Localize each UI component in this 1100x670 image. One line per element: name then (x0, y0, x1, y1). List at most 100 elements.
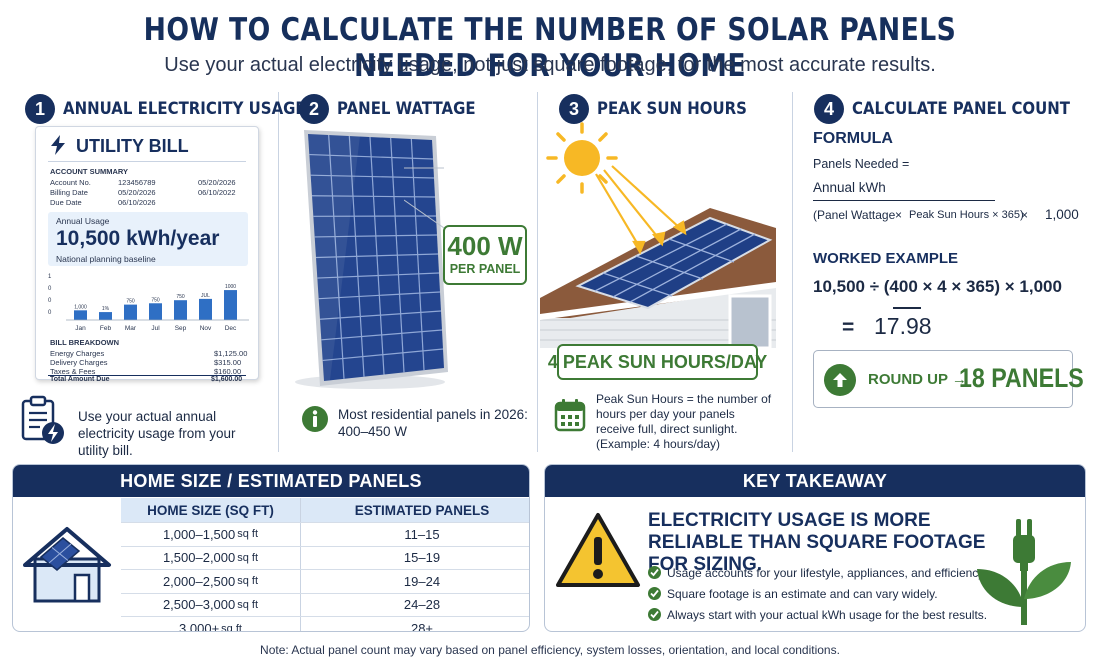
bar-data-label: 1,000 (74, 304, 87, 310)
divider (537, 92, 538, 452)
takeaway-list: Usage accounts for your lifestyle, appli… (648, 562, 987, 625)
roof-solar-illustration (540, 122, 776, 348)
watt-pointer-lines (404, 167, 444, 229)
usage-bar-chart: 10001,000Jan1%Feb750Mar750Jul750SepJULNo… (48, 274, 249, 332)
panel-cell-line (314, 234, 438, 238)
divider (792, 92, 793, 452)
usage-bar (124, 304, 137, 320)
breakdown-label: Delivery Charges (50, 358, 108, 367)
month-label: Mar (125, 325, 137, 332)
month-label: Nov (200, 325, 212, 332)
worked-expression: 10,500 ÷ (400 × 4 × 365) × 1,000 (813, 277, 1062, 296)
bill-row-value: 06/10/2026 (118, 198, 156, 207)
check-icon (648, 608, 661, 621)
step-number: 4 (814, 94, 844, 124)
panel-count-value: 18 PANELS (959, 363, 1084, 393)
y-tick-label: 0 (48, 310, 52, 316)
usage-bar (174, 300, 187, 320)
sun-icon (546, 122, 618, 194)
month-label: Sep (175, 325, 187, 332)
month-label: Jul (151, 325, 160, 332)
formula-denominator: (Panel Wattage (813, 208, 896, 222)
unit-cell: sq ft (237, 598, 259, 611)
plug-plant-icon (977, 519, 1071, 625)
table-row: 1,000–1,500 sq ft 11–15 (121, 523, 529, 547)
usage-bar (99, 312, 112, 320)
page-subtitle: Use your actual electricity usage, not j… (164, 54, 936, 76)
formula-numerator: Annual kWh (813, 180, 886, 195)
lightning-bolt-icon (51, 135, 65, 155)
bill-row-label: Account No. (50, 178, 91, 187)
panel-wattage-badge: 400 W PER PANEL (443, 225, 527, 285)
bill-row-value: 05/20/2026 (118, 188, 156, 197)
wattage-value: 400 W (447, 231, 523, 261)
home-size-cell: 1,000–1,500 (162, 526, 236, 542)
usage-bar (74, 310, 87, 320)
home-size-panel: HOME SIZE / ESTIMATED PANELS HOME SIZE (… (12, 464, 530, 632)
step-3-column: 3 PEAK SUN HOURS (556, 86, 786, 456)
step-1-header: 1 ANNUAL ELECTRICITY USAGE (25, 94, 339, 124)
panel-cell-line (318, 291, 441, 300)
unit-cell: sq ft (221, 622, 242, 632)
list-item: Always start with your actual kWh usage … (648, 604, 987, 625)
panels-cell: 24–28 (403, 597, 441, 613)
breakdown-value: $315.00 (214, 358, 242, 367)
column-header: HOME SIZE (SQ FT) (121, 498, 301, 522)
home-size-cell: 2,500–3,000 (162, 597, 236, 613)
breakdown-value: $1,125.00 (214, 349, 248, 358)
step-number: 2 (299, 94, 329, 124)
step-3-header: 3 PEAK SUN HOURS (559, 94, 767, 124)
bill-breakdown-label: BILL BREAKDOWN (50, 338, 120, 347)
panel-cell-line (317, 272, 440, 279)
clipboard-bolt-icon (21, 395, 64, 444)
panels-cell: 28+ (410, 621, 434, 632)
divider (278, 92, 279, 452)
formula-label: FORMULA (813, 130, 893, 147)
panel-title: HOME SIZE / ESTIMATED PANELS (13, 465, 529, 497)
account-summary-label: ACCOUNT SUMMARY (50, 167, 129, 176)
panels-cell: 15–19 (403, 550, 441, 566)
list-item: Usage accounts for your lifestyle, appli… (648, 562, 987, 583)
panel-title: KEY TAKEAWAY (545, 465, 1085, 497)
month-label: Dec (225, 325, 237, 332)
bill-row-date: 05/20/2026 (198, 178, 236, 187)
bar-data-label: 1000 (225, 284, 236, 290)
panels-needed-label: Panels Needed = (813, 157, 910, 171)
result-overbar (893, 307, 921, 309)
list-item-text: Usage accounts for your lifestyle, appli… (667, 565, 987, 580)
y-tick-label: 0 (48, 286, 52, 292)
divider (48, 375, 246, 376)
formula-times: × (1021, 208, 1029, 222)
panels-cell: 11–15 (404, 526, 440, 542)
bar-data-label: 750 (126, 299, 135, 305)
usage-instruction: Use your actual annual electricity usage… (78, 409, 236, 458)
unit-cell: sq ft (237, 551, 259, 564)
key-takeaway-panel: KEY TAKEAWAY ELECTRICITY USAGE IS MORE R… (544, 464, 1086, 632)
unit-cell: sq ft (237, 528, 259, 541)
step-2-column: 2 PANEL WATTAGE (296, 86, 531, 456)
wattage-unit: PER PANEL (449, 262, 521, 276)
panel-cell-line (309, 153, 434, 160)
worked-example-label: WORKED EXAMPLE (813, 250, 959, 267)
list-item-text: Square footage is an estimate and can va… (667, 586, 938, 601)
total-label: Total Amount Due (50, 376, 110, 383)
y-tick-label: 0 (48, 298, 52, 304)
y-tick-label: 1 (48, 274, 52, 280)
utility-bill: UTILITY BILL ACCOUNT SUMMARY Account No.… (35, 126, 259, 383)
month-label: Feb (100, 325, 112, 332)
bill-row-label: Due Date (50, 198, 82, 207)
breakdown-value: $160.00 (214, 367, 242, 376)
step-number: 1 (25, 94, 55, 124)
panel-cell-line (315, 253, 439, 259)
bar-data-label: JUL (201, 293, 210, 299)
annual-usage-label: Annual Usage (56, 216, 110, 226)
list-item-text: Always start with your actual kWh usage … (667, 607, 988, 622)
bar-data-label: 750 (176, 294, 185, 300)
table-row: 1,500–2,000 sq ft 15–19 (121, 546, 529, 570)
peak-sun-hours-badge: 4 PEAK SUN HOURS/DAY (548, 344, 767, 380)
table-row: 2,500–3,000 sq ft 24–28 (121, 593, 529, 617)
month-label: Jan (75, 325, 86, 332)
table-row: 2,000–2,500 sq ft 19–24 (121, 570, 529, 594)
bar-data-label: 750 (151, 297, 160, 303)
step-number: 3 (559, 94, 589, 124)
